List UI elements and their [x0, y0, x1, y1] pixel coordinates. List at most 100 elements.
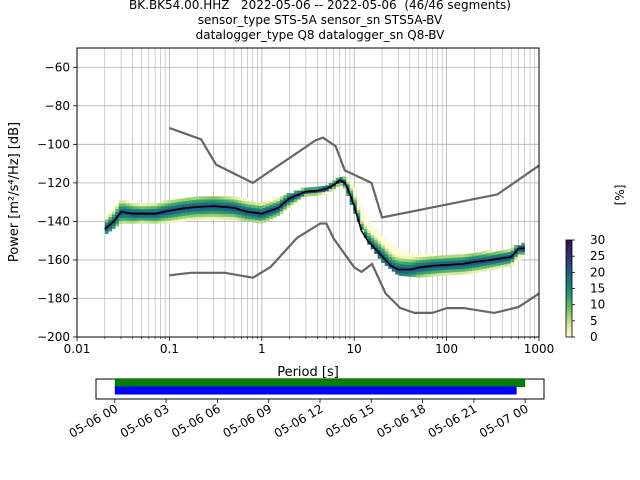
colorbar-tick-label: 10 — [590, 298, 605, 312]
density-cell — [118, 203, 123, 207]
density-cell — [230, 216, 235, 220]
density-cell — [209, 199, 214, 203]
density-cell — [479, 269, 483, 273]
plot-frame — [76, 47, 540, 338]
density-cell — [349, 193, 354, 197]
density-cell — [290, 193, 295, 197]
y-tick-label: −180 — [37, 291, 70, 305]
density-cell — [325, 185, 330, 189]
density-cell — [202, 196, 207, 200]
density-cell — [111, 211, 116, 215]
density-cell — [465, 265, 470, 269]
density-cell — [430, 267, 435, 271]
density-cell — [136, 214, 141, 218]
density-cell — [356, 212, 361, 217]
density-cell — [129, 214, 134, 218]
density-cell — [265, 211, 270, 216]
density-cell — [181, 198, 186, 202]
density-cell — [381, 236, 386, 240]
density-cell — [216, 210, 221, 214]
density-cell — [370, 237, 375, 241]
density-cell — [255, 219, 260, 223]
density-cell — [510, 259, 515, 263]
density-cell — [479, 251, 483, 256]
density-cell — [360, 223, 365, 227]
density-cell — [178, 218, 183, 223]
density-cell — [230, 196, 235, 200]
density-cell — [465, 262, 470, 266]
density-cell — [339, 182, 344, 186]
density-cell — [213, 210, 218, 214]
density-cell — [108, 216, 113, 220]
x-axis: 0.01 0.1 1 10 100 1000 — [64, 337, 554, 356]
density-cell — [416, 262, 421, 266]
density-cell — [192, 196, 197, 200]
density-cell — [444, 272, 449, 276]
density-cell — [276, 209, 281, 213]
density-cell — [426, 256, 431, 260]
density-cell — [104, 213, 109, 217]
density-cell — [174, 210, 179, 214]
density-cell — [234, 205, 239, 209]
density-cell — [178, 198, 183, 202]
density-cell — [279, 205, 284, 209]
density-cell — [349, 184, 354, 188]
density-cell — [153, 203, 158, 207]
density-cell — [416, 274, 421, 278]
density-cell — [419, 271, 424, 275]
density-cell — [160, 200, 165, 204]
density-cell — [468, 256, 473, 260]
x-tick-label: 10 — [347, 342, 362, 356]
density-cell — [115, 223, 120, 227]
density-cell — [514, 256, 518, 260]
density-cell — [290, 199, 295, 203]
density-cell — [293, 202, 298, 206]
density-cell — [213, 199, 218, 203]
density-cell — [262, 204, 267, 209]
density-cell — [269, 201, 274, 205]
density-cell — [171, 211, 176, 215]
density-cell — [475, 258, 480, 262]
density-cell — [111, 225, 116, 229]
density-cell — [139, 208, 144, 213]
density-cell — [454, 260, 459, 264]
density-cell — [482, 253, 487, 258]
density-cell — [363, 231, 368, 235]
density-cell — [122, 211, 127, 215]
density-cell — [461, 256, 466, 261]
density-cell — [160, 214, 165, 218]
density-cell — [360, 215, 365, 219]
density-cell — [419, 268, 424, 272]
density-cell — [440, 255, 445, 259]
density-cell — [244, 203, 249, 208]
y-tick-label: −80 — [45, 99, 70, 113]
density-cell — [227, 216, 232, 220]
density-cell — [258, 205, 263, 209]
density-cell — [185, 212, 190, 216]
density-cell — [493, 251, 497, 255]
density-cell — [164, 208, 169, 213]
density-cell — [209, 207, 214, 212]
density-cell — [493, 260, 497, 264]
density-cell — [139, 214, 144, 218]
density-cell — [248, 213, 253, 217]
density-cell — [465, 253, 470, 257]
density-cell — [391, 245, 396, 249]
density-cell — [433, 258, 438, 262]
density-cell — [342, 182, 347, 186]
density-cell — [486, 256, 490, 260]
density-cell — [237, 214, 242, 218]
density-cell — [461, 271, 466, 275]
density-cell — [125, 214, 130, 218]
density-cell — [472, 264, 477, 268]
density-cell — [356, 201, 361, 205]
density-cell — [174, 204, 179, 209]
density-cell — [118, 215, 123, 219]
density-cell — [318, 192, 323, 196]
density-cell — [199, 207, 204, 212]
density-cell — [458, 254, 463, 258]
density-cell — [132, 214, 137, 218]
density-cell — [258, 208, 263, 212]
density-cell — [472, 253, 477, 257]
density-cell — [461, 259, 466, 263]
